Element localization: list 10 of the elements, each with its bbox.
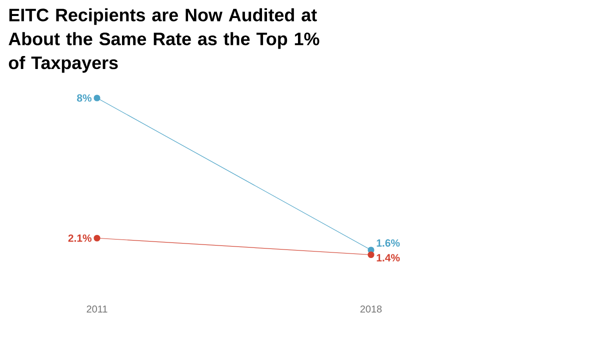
data-label: 1.6% [376,239,400,247]
data-label: 1.4% [376,254,400,262]
chart-title: EITC Recipients are Now Audited at About the Same Rate as the Top 1% of Taxpayers [8,8,320,73]
data-label: 8% [77,94,92,102]
data-label: 2.1% [68,234,92,242]
x-tick-label: 2018 [360,306,382,313]
point [94,234,100,242]
point [94,94,100,102]
x-tick-label: 2011 [86,306,108,313]
point [368,251,374,258]
